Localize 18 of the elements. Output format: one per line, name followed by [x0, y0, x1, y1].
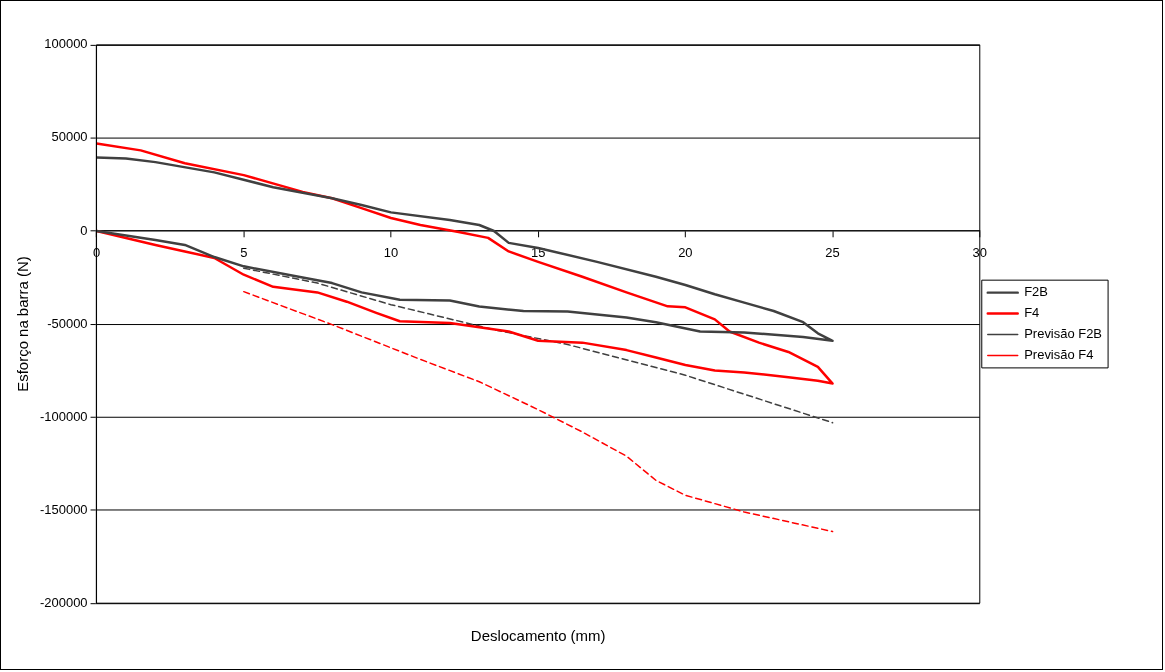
y-tick-label: -150000 — [39, 501, 88, 517]
x-tick-label: 20 — [678, 245, 693, 261]
x-axis-title: Deslocamento (mm) — [470, 627, 606, 645]
legend-label: Previsão F2B — [1024, 326, 1103, 342]
y-tick-label: 0 — [80, 222, 88, 238]
y-tick-label: -100000 — [39, 408, 88, 424]
y-tick-label: -50000 — [47, 315, 88, 331]
x-tick-label: 5 — [240, 245, 248, 261]
y-tick-label: -200000 — [39, 594, 88, 610]
legend-label: F2B — [1024, 284, 1048, 300]
y-tick-label: 50000 — [51, 129, 88, 145]
legend-label: Previsão F4 — [1024, 347, 1094, 362]
x-tick-label: 10 — [383, 245, 399, 261]
x-tick-label: 25 — [825, 245, 840, 261]
y-axis-title: Esforço na barra (N) — [14, 256, 32, 392]
y-tick-label: 100000 — [44, 36, 88, 52]
line-series — [243, 290, 834, 533]
legend-label: F4 — [1024, 305, 1040, 321]
